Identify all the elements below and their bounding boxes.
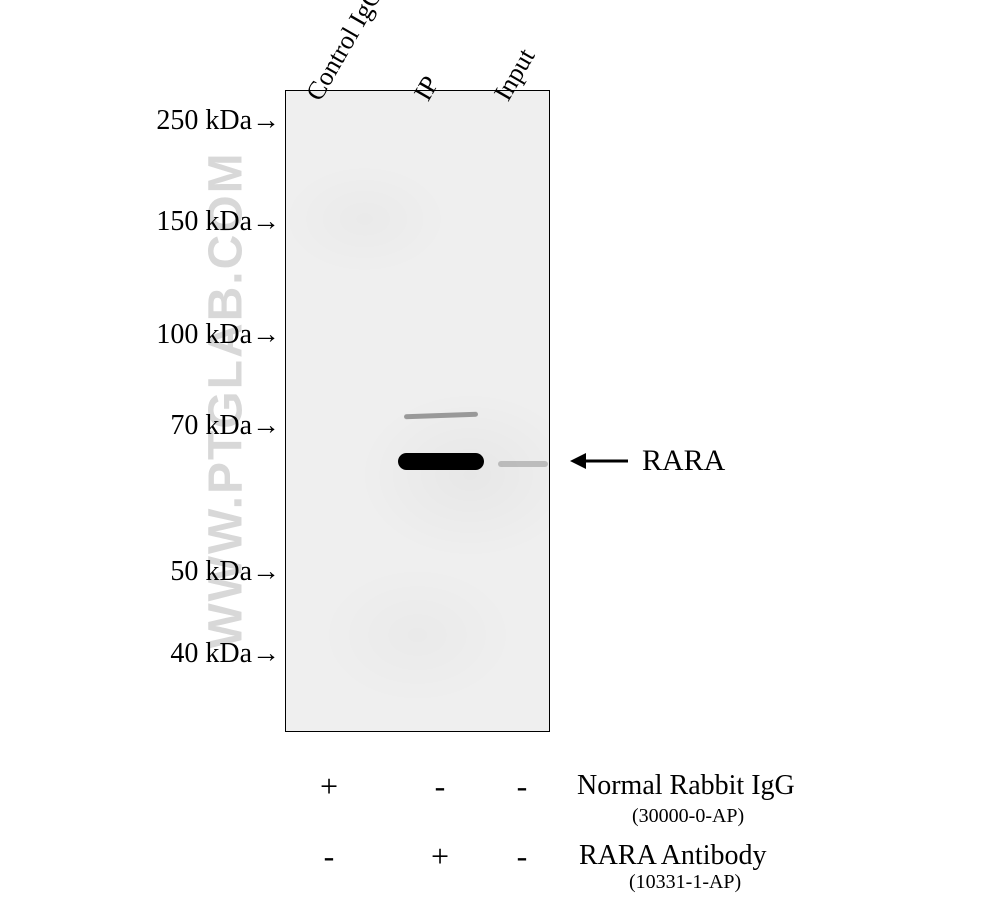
table-symbol-text: - [324, 838, 335, 874]
table-symbol: + [309, 768, 349, 805]
table-symbol: - [502, 768, 542, 805]
arrow-right-icon: → [252, 107, 280, 135]
mw-marker-label: 100 kDa [156, 319, 252, 351]
table-row-sublabel-text: (10331-1-AP) [629, 871, 741, 893]
table-row-sublabel: (10331-1-AP) [629, 871, 741, 894]
table-symbol-text: + [320, 768, 338, 804]
table-row-label-text: Normal Rabbit IgG [577, 770, 795, 801]
table-row-sublabel-text: (30000-0-AP) [632, 805, 744, 827]
arrow-right-icon: → [252, 321, 280, 349]
table-symbol-text: - [435, 768, 446, 804]
table-symbol: - [309, 838, 349, 875]
band-pointer-label: RARA [642, 444, 725, 478]
band-pointer: RARA [570, 444, 725, 478]
table-row-sublabel: (30000-0-AP) [632, 805, 744, 828]
table-symbol-text: - [517, 838, 528, 874]
mw-marker-row: 150 kDa→ [156, 206, 280, 238]
table-symbol-text: - [517, 768, 528, 804]
arrow-left-icon [570, 450, 628, 472]
mw-marker-label: 250 kDa [156, 105, 252, 137]
arrow-right-icon: → [252, 208, 280, 236]
table-symbol: - [502, 838, 542, 875]
mw-marker-row: 250 kDa→ [156, 105, 280, 137]
mw-marker-row: 50 kDa→ [170, 556, 280, 588]
mw-marker-label: 150 kDa [156, 206, 252, 238]
mw-marker-label: 50 kDa [170, 556, 252, 588]
table-symbol-text: + [431, 838, 449, 874]
arrow-right-icon: → [252, 412, 280, 440]
mw-marker-row: 40 kDa→ [170, 638, 280, 670]
mw-marker-row: 100 kDa→ [156, 319, 280, 351]
mw-marker-label: 70 kDa [170, 410, 252, 442]
table-row-label: Normal Rabbit IgG [577, 770, 795, 802]
arrow-right-icon: → [252, 558, 280, 586]
blot-panel [285, 90, 550, 732]
table-symbol: + [420, 838, 460, 875]
arrow-right-icon: → [252, 640, 280, 668]
blot-band [398, 453, 484, 470]
blot-noise [286, 91, 549, 731]
table-row-label-text: RARA Antibody [579, 840, 766, 871]
mw-marker-label: 40 kDa [170, 638, 252, 670]
table-row-label: RARA Antibody [579, 840, 766, 872]
table-symbol: - [420, 768, 460, 805]
blot-band [498, 461, 548, 467]
mw-marker-row: 70 kDa→ [170, 410, 280, 442]
